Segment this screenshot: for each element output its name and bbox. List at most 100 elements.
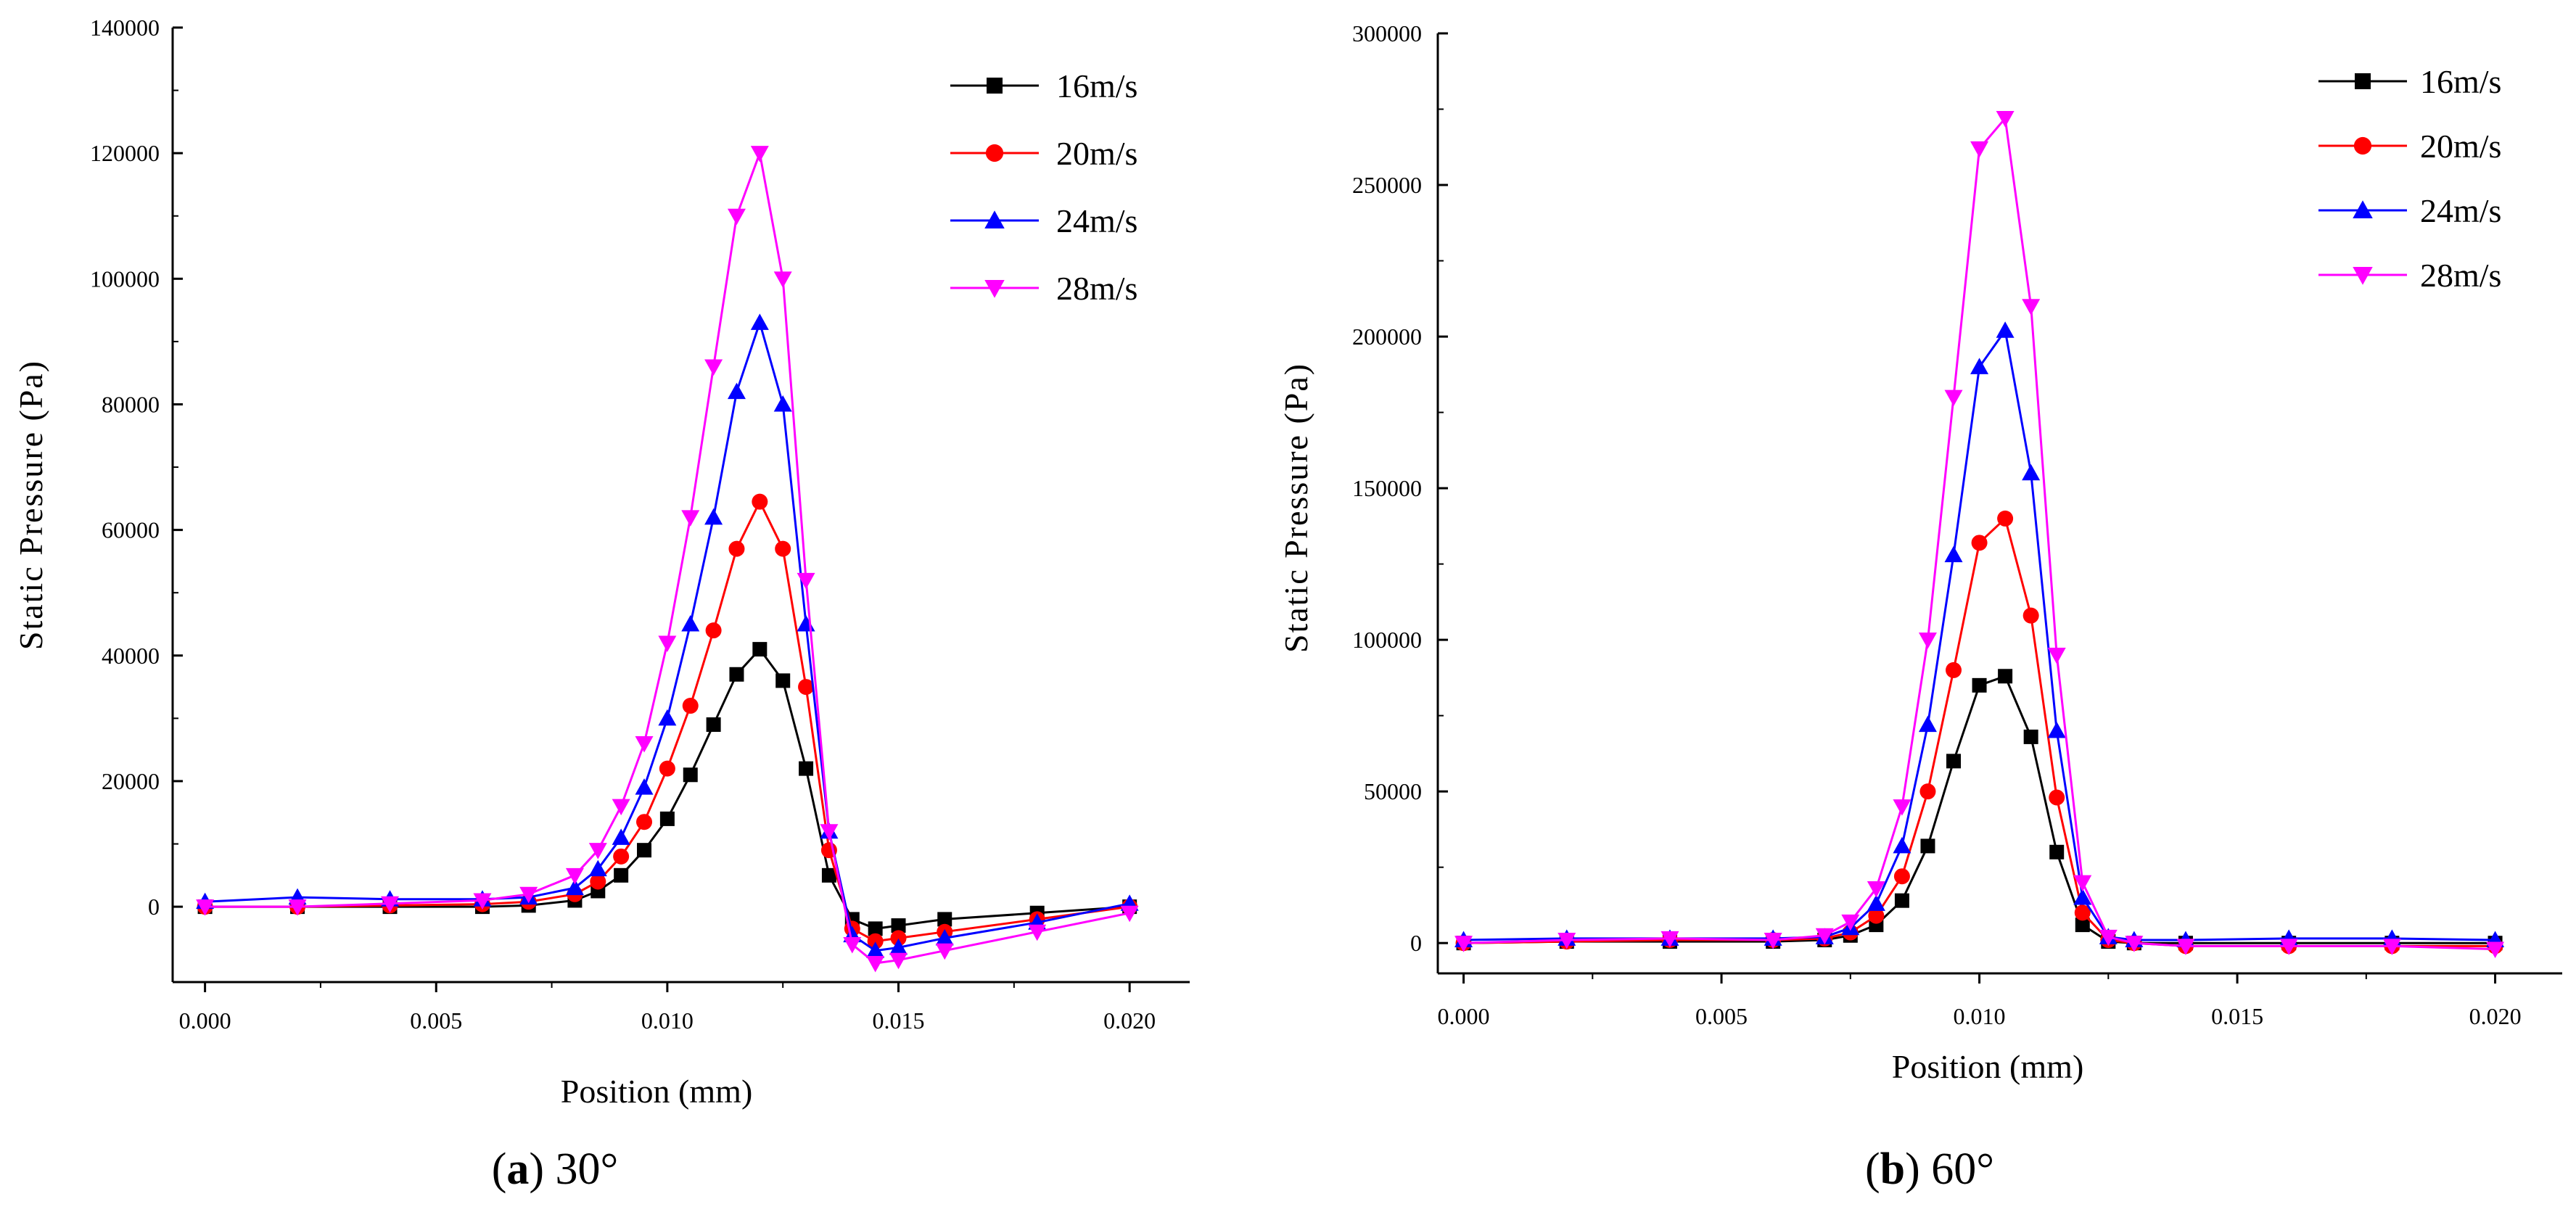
data-point <box>891 918 906 933</box>
data-point <box>727 208 746 226</box>
data-point <box>2075 918 2090 933</box>
data-point <box>2073 888 2092 905</box>
y-tick-label: 0 <box>148 894 160 920</box>
data-point <box>1971 535 1988 551</box>
x-tick-label: 0.005 <box>410 1007 462 1034</box>
data-point <box>2176 939 2195 955</box>
data-point <box>705 622 722 639</box>
legend-marker <box>2353 267 2373 285</box>
legend-label: 24m/s <box>2420 192 2501 229</box>
caption-letter: a <box>506 1145 529 1194</box>
data-point <box>1972 677 1987 693</box>
chart-panel-a: 0 20000 40000 60000 80000 100000 120000 140000 0… <box>12 15 1190 1194</box>
series-16m/s <box>1456 669 2503 951</box>
legend-label: 28m/s <box>1056 270 1137 307</box>
data-point <box>1920 838 1935 854</box>
data-point <box>775 673 791 688</box>
caption-angle: 60° <box>1931 1145 1994 1194</box>
data-point <box>867 933 884 949</box>
caption-paren-close: ) <box>529 1145 555 1194</box>
data-point <box>613 848 630 865</box>
y-tick-label: 200000 <box>1352 323 1422 350</box>
x-tick-label: 0.010 <box>1954 1003 2006 1029</box>
data-point <box>935 928 954 946</box>
data-point <box>1867 894 1885 911</box>
data-point <box>681 615 700 632</box>
data-point <box>658 709 677 726</box>
data-point <box>1997 510 2014 527</box>
legend-label: 16m/s <box>1056 67 1137 104</box>
data-point <box>843 937 862 954</box>
data-point <box>1893 868 1910 885</box>
x-tick-label: 0.015 <box>873 1007 925 1034</box>
y-tick-label: 80000 <box>102 391 160 417</box>
data-point <box>2022 299 2041 316</box>
data-point <box>797 615 815 632</box>
data-point <box>797 572 815 590</box>
data-point <box>798 679 815 696</box>
x-axis-title: Position (mm) <box>1892 1048 2084 1085</box>
data-point <box>820 824 839 841</box>
legend-label: 20m/s <box>2420 128 2501 165</box>
data-point <box>2023 729 2038 744</box>
data-point <box>2382 939 2401 955</box>
y-axis-title: Static Pressure (Pa) <box>1277 363 1314 653</box>
data-point <box>773 271 792 288</box>
legend-label: 20m/s <box>1056 135 1137 172</box>
data-point <box>868 921 883 936</box>
data-point <box>565 878 584 896</box>
data-point <box>889 952 908 970</box>
data-point <box>729 667 744 682</box>
y-tick-label: 300000 <box>1352 20 1422 46</box>
x-tick-label: 0.020 <box>2469 1003 2522 1029</box>
data-point <box>1919 783 1936 800</box>
data-point <box>1946 754 1962 769</box>
data-point <box>728 540 745 557</box>
series-line <box>1463 675 2495 944</box>
x-tick-label: 0.000 <box>1438 1003 1490 1029</box>
data-point <box>773 395 792 412</box>
data-point <box>727 382 746 400</box>
series-line <box>1463 516 2495 947</box>
series-28m/s <box>196 146 1139 973</box>
data-point <box>2022 463 2041 481</box>
x-tick-label: 0.015 <box>2211 1003 2263 1029</box>
series-28m/s <box>1454 111 2505 959</box>
data-point <box>1028 924 1047 941</box>
y-tick-label: 40000 <box>102 643 160 669</box>
y-tick-label: 120000 <box>90 140 160 166</box>
data-point <box>590 873 606 890</box>
data-point <box>1893 799 1912 816</box>
data-point <box>752 642 768 657</box>
y-axis-title: Static Pressure (Pa) <box>12 360 49 650</box>
data-point <box>1998 669 2013 684</box>
legend-label: 24m/s <box>1056 202 1137 239</box>
legend-marker <box>2355 73 2371 89</box>
data-point <box>2047 648 2066 664</box>
data-point <box>821 867 836 883</box>
data-point <box>937 912 952 927</box>
data-point <box>614 867 629 883</box>
caption-angle: 30° <box>556 1145 619 1194</box>
data-point <box>1946 661 1962 678</box>
data-point <box>704 508 723 525</box>
y-tick-label: 60000 <box>102 517 160 543</box>
y-tick-label: 50000 <box>1364 778 1422 804</box>
data-point <box>637 843 652 858</box>
legend-marker <box>984 280 1005 298</box>
data-point <box>635 736 654 753</box>
y-tick-label: 0 <box>1410 930 1422 956</box>
data-point <box>473 893 492 910</box>
panel-caption: (a) 30° <box>492 1145 619 1194</box>
data-point <box>752 493 768 510</box>
data-point <box>775 540 791 557</box>
series-line <box>1463 327 2495 941</box>
data-point <box>658 635 677 652</box>
data-point <box>2099 929 2118 947</box>
data-point <box>2073 875 2092 892</box>
data-point <box>935 943 954 960</box>
legend-marker <box>2353 136 2372 155</box>
legend-marker <box>2353 200 2373 218</box>
x-tick-label: 0.000 <box>179 1007 231 1034</box>
